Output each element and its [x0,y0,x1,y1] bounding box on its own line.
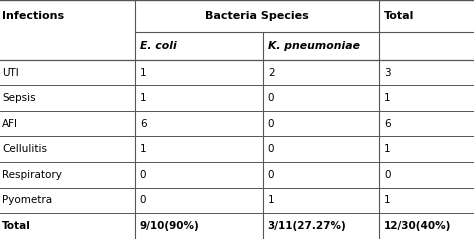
Text: Total: Total [2,221,31,231]
Text: 3: 3 [384,68,391,77]
Text: 12/30(40%): 12/30(40%) [384,221,451,231]
Text: Respiratory: Respiratory [2,170,62,180]
Text: E. coli: E. coli [140,41,177,51]
Text: 1: 1 [268,196,274,205]
Text: 1: 1 [140,144,146,154]
Text: K. pneumoniae: K. pneumoniae [268,41,360,51]
Text: Bacteria Species: Bacteria Species [205,11,309,21]
Text: 3/11(27.27%): 3/11(27.27%) [268,221,346,231]
Text: AFI: AFI [2,119,18,129]
Text: Cellulitis: Cellulitis [2,144,47,154]
Text: 0: 0 [268,170,274,180]
Text: 0: 0 [268,119,274,129]
Text: 1: 1 [384,93,391,103]
Text: 0: 0 [140,170,146,180]
Text: 9/10(90%): 9/10(90%) [140,221,200,231]
Text: 0: 0 [268,93,274,103]
Text: Sepsis: Sepsis [2,93,36,103]
Text: Total: Total [384,11,414,21]
Text: 1: 1 [384,196,391,205]
Text: 0: 0 [140,196,146,205]
Text: 1: 1 [140,93,146,103]
Text: 6: 6 [140,119,146,129]
Text: 0: 0 [268,144,274,154]
Text: 1: 1 [384,144,391,154]
Text: 0: 0 [384,170,391,180]
Text: 1: 1 [140,68,146,77]
Text: UTI: UTI [2,68,19,77]
Text: Pyometra: Pyometra [2,196,53,205]
Text: 6: 6 [384,119,391,129]
Text: 2: 2 [268,68,274,77]
Text: Infections: Infections [2,11,64,21]
